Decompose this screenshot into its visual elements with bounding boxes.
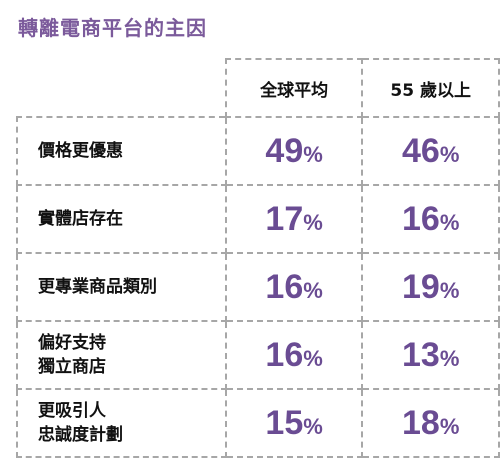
value-cell-55plus: 18% — [361, 388, 500, 458]
value-number: 17 — [265, 199, 304, 238]
value-cell-55plus: 46% — [361, 116, 500, 186]
value-cell-global: 16% — [224, 252, 364, 322]
value-cell-55plus: 13% — [361, 320, 500, 390]
value-unit: % — [439, 345, 460, 371]
value-number: 19 — [402, 267, 440, 306]
value-unit: % — [439, 277, 460, 303]
value-number: 16 — [265, 335, 304, 374]
value-number: 16 — [265, 267, 304, 306]
row-label-line: 實體店存在 — [38, 209, 123, 229]
value-cell-55plus: 16% — [361, 184, 500, 254]
value-unit: % — [303, 277, 323, 303]
value-number: 46 — [402, 131, 440, 170]
row-label: 偏好支持 獨立商店 — [16, 320, 227, 390]
row-label-line: 忠誠度計劃 — [38, 425, 123, 445]
value-cell-global: 15% — [224, 388, 364, 458]
value-number: 18 — [402, 403, 440, 442]
row-label: 價格更優惠 — [16, 116, 227, 186]
column-header-global: 全球平均 — [224, 58, 364, 118]
value-number: 15 — [265, 403, 304, 442]
table-row: 價格更優惠 49% 46% — [16, 116, 500, 186]
value-cell-55plus: 19% — [361, 252, 500, 322]
value-number: 13 — [402, 335, 440, 374]
value-unit: % — [439, 141, 460, 167]
comparison-table: 全球平均 55 歲以上 價格更優惠 49% 46% 實體店存在 17% 16% 更專業商品類… — [16, 58, 500, 458]
table-row: 偏好支持 獨立商店 16% 13% — [16, 320, 500, 390]
value-cell-global: 49% — [224, 116, 364, 186]
chart-title: 轉離電商平台的主因 — [18, 16, 207, 40]
value-unit: % — [439, 209, 460, 235]
table-row: 實體店存在 17% 16% — [16, 184, 500, 254]
row-label-line: 獨立商店 — [38, 357, 106, 377]
table-row: 更專業商品類別 16% 19% — [16, 252, 500, 322]
value-cell-global: 17% — [224, 184, 364, 254]
value-unit: % — [439, 413, 460, 439]
value-unit: % — [303, 413, 323, 439]
header-row: 全球平均 55 歲以上 — [17, 58, 500, 118]
row-label-line: 偏好支持 — [38, 333, 106, 353]
row-label: 實體店存在 — [16, 184, 227, 254]
row-label-line: 價格更優惠 — [38, 141, 123, 161]
row-label: 更專業商品類別 — [16, 252, 227, 322]
value-number: 16 — [402, 199, 440, 238]
row-label-line: 更吸引人 — [38, 401, 106, 421]
value-cell-global: 16% — [224, 320, 364, 390]
value-unit: % — [303, 141, 323, 167]
value-unit: % — [303, 209, 323, 235]
row-label-line: 更專業商品類別 — [38, 277, 157, 297]
table-row: 更吸引人 忠誠度計劃 15% 18% — [16, 388, 500, 458]
column-header-55plus: 55 歲以上 — [361, 58, 500, 118]
value-unit: % — [303, 345, 323, 371]
row-label: 更吸引人 忠誠度計劃 — [16, 388, 227, 458]
value-number: 49 — [265, 131, 304, 170]
